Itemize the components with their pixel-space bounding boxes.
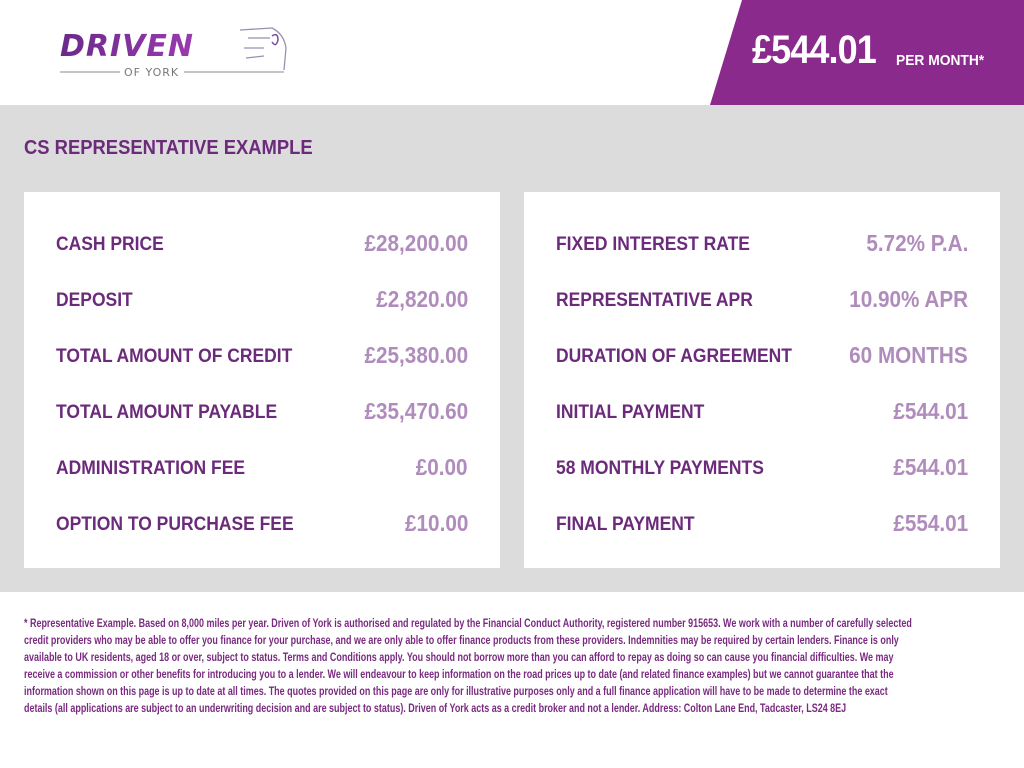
finance-row: DURATION OF AGREEMENT 60 MONTHS xyxy=(556,342,968,372)
row-value: £554.01 xyxy=(893,510,968,536)
finance-row: CASH PRICE £28,200.00 xyxy=(56,230,468,260)
row-value: £544.01 xyxy=(893,454,968,480)
row-label: FIXED INTEREST RATE xyxy=(556,234,750,255)
row-label: TOTAL AMOUNT PAYABLE xyxy=(56,402,278,423)
row-label: FINAL PAYMENT xyxy=(556,514,695,535)
row-value: £25,380.00 xyxy=(364,342,468,368)
finance-row: TOTAL AMOUNT PAYABLE £35,470.60 xyxy=(56,398,468,428)
per-month-label: PER MONTH* xyxy=(896,52,985,69)
row-label: REPRESENTATIVE APR xyxy=(556,290,753,311)
finance-row: REPRESENTATIVE APR 10.90% APR xyxy=(556,286,968,316)
monthly-price: £544.01 xyxy=(752,28,877,72)
row-value: 10.90% APR xyxy=(849,286,968,312)
logo-subtext: OF YORK xyxy=(124,66,179,79)
disclaimer-line: available to UK residents, aged 18 or ov… xyxy=(24,652,894,664)
row-label: OPTION TO PURCHASE FEE xyxy=(56,514,294,535)
finance-row: FIXED INTEREST RATE 5.72% P.A. xyxy=(556,230,968,260)
logo-text: DRIVEN xyxy=(60,29,194,64)
row-value: £0.00 xyxy=(416,454,468,480)
disclaimer-line: * Representative Example. Based on 8,000… xyxy=(24,618,912,630)
finance-row: TOTAL AMOUNT OF CREDIT £25,380.00 xyxy=(56,342,468,372)
row-value: 5.72% P.A. xyxy=(865,230,968,256)
finance-row: FINAL PAYMENT £554.01 xyxy=(556,510,968,540)
monthly-price-banner: £544.01 PER MONTH* xyxy=(710,0,1024,105)
row-label: DEPOSIT xyxy=(56,290,133,311)
finance-row: ADMINISTRATION FEE £0.00 xyxy=(56,454,468,484)
row-label: TOTAL AMOUNT OF CREDIT xyxy=(56,346,293,367)
row-value: £544.01 xyxy=(893,398,968,424)
header: DRIVEN OF YORK £544.01 PER MONTH* xyxy=(0,0,1024,105)
disclaimer-line: information shown on this page is up to … xyxy=(24,686,888,698)
finance-row: OPTION TO PURCHASE FEE £10.00 xyxy=(56,510,468,540)
row-value: £28,200.00 xyxy=(364,230,468,256)
row-label: 58 MONTHLY PAYMENTS xyxy=(556,458,764,479)
disclaimer-line: credit providers who may be able to offe… xyxy=(24,635,899,647)
section-title: CS REPRESENTATIVE EXAMPLE xyxy=(24,137,313,159)
row-label: DURATION OF AGREEMENT xyxy=(556,346,792,367)
row-value: 60 MONTHS xyxy=(849,342,968,368)
finance-card-left: CASH PRICE £28,200.00 DEPOSIT £2,820.00 TO… xyxy=(24,192,500,568)
row-value: £2,820.00 xyxy=(375,286,468,312)
row-value: £35,470.60 xyxy=(364,398,468,424)
row-label: ADMINISTRATION FEE xyxy=(56,458,246,479)
disclaimer-line: receive a commission or other benefits f… xyxy=(24,669,894,681)
finance-row: 58 MONTHLY PAYMENTS £544.01 xyxy=(556,454,968,484)
disclaimer: * Representative Example. Based on 8,000… xyxy=(24,616,924,718)
finance-row: INITIAL PAYMENT £544.01 xyxy=(556,398,968,428)
driven-of-york-logo: DRIVEN OF YORK xyxy=(60,27,287,79)
row-label: INITIAL PAYMENT xyxy=(556,402,705,423)
finance-panel: CS REPRESENTATIVE EXAMPLE CASH PRICE £28,… xyxy=(0,105,1024,592)
row-label: CASH PRICE xyxy=(56,234,164,255)
finance-card-right: FIXED INTEREST RATE 5.72% P.A. REPRESENTA… xyxy=(524,192,1000,568)
row-value: £10.00 xyxy=(404,510,468,536)
finance-row: DEPOSIT £2,820.00 xyxy=(56,286,468,316)
disclaimer-line: details (all applications are subject to… xyxy=(24,703,847,715)
